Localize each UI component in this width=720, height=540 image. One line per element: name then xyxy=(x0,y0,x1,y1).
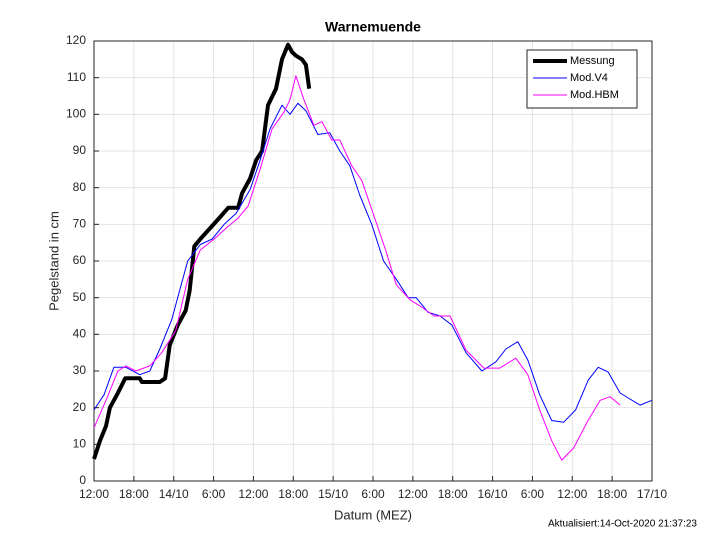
y-tick-label: 60 xyxy=(73,253,87,267)
y-tick-label: 70 xyxy=(73,217,87,231)
y-tick-label: 40 xyxy=(73,327,87,341)
y-tick-label: 0 xyxy=(79,473,86,487)
y-tick-label: 30 xyxy=(73,363,87,377)
x-tick-label: 6:00 xyxy=(202,487,226,501)
y-tick-label: 50 xyxy=(73,290,87,304)
chart-title: Warnemuende xyxy=(325,19,421,35)
y-tick-label: 20 xyxy=(73,400,87,414)
x-tick-label: 16/10 xyxy=(478,487,508,501)
y-tick-label: 90 xyxy=(73,143,87,157)
series-line xyxy=(93,102,653,423)
x-tick-label: 18:00 xyxy=(438,487,468,501)
series-line xyxy=(93,75,621,461)
x-tick-label: 12:00 xyxy=(238,487,268,501)
footer: Aktualisiert:14-Oct-2020 21:37:23 xyxy=(548,519,697,530)
x-tick-label: 14/10 xyxy=(159,487,189,501)
plot-frame xyxy=(93,40,653,482)
y-tick-label: 110 xyxy=(67,70,86,84)
y-axis-label: Pegelstand in cm xyxy=(46,211,61,311)
x-tick-label: 12:00 xyxy=(557,487,587,501)
x-tick-label: 6:00 xyxy=(361,487,385,501)
x-tick-label: 17/10 xyxy=(637,487,667,501)
x-tick-label: 18:00 xyxy=(119,487,149,501)
x-tick-label: 12:00 xyxy=(398,487,428,501)
x-tick-label: 12:00 xyxy=(79,487,109,501)
x-tick-label: 6:00 xyxy=(521,487,545,501)
x-tick-label: 18:00 xyxy=(278,487,308,501)
y-tick-label: 120 xyxy=(66,33,86,47)
series-line xyxy=(92,42,312,460)
x-tick-label: 15/10 xyxy=(318,487,348,501)
y-tick-label: 10 xyxy=(73,437,87,451)
legend-label: Mod.HBM xyxy=(570,89,619,101)
x-tick-label: 18:00 xyxy=(597,487,627,501)
legend-label: Mod.V4 xyxy=(570,72,608,84)
legend-label: Messung xyxy=(570,55,615,67)
x-axis-label: Datum (MEZ) xyxy=(334,507,412,522)
y-tick-label: 100 xyxy=(66,107,86,121)
y-tick-label: 80 xyxy=(73,180,87,194)
